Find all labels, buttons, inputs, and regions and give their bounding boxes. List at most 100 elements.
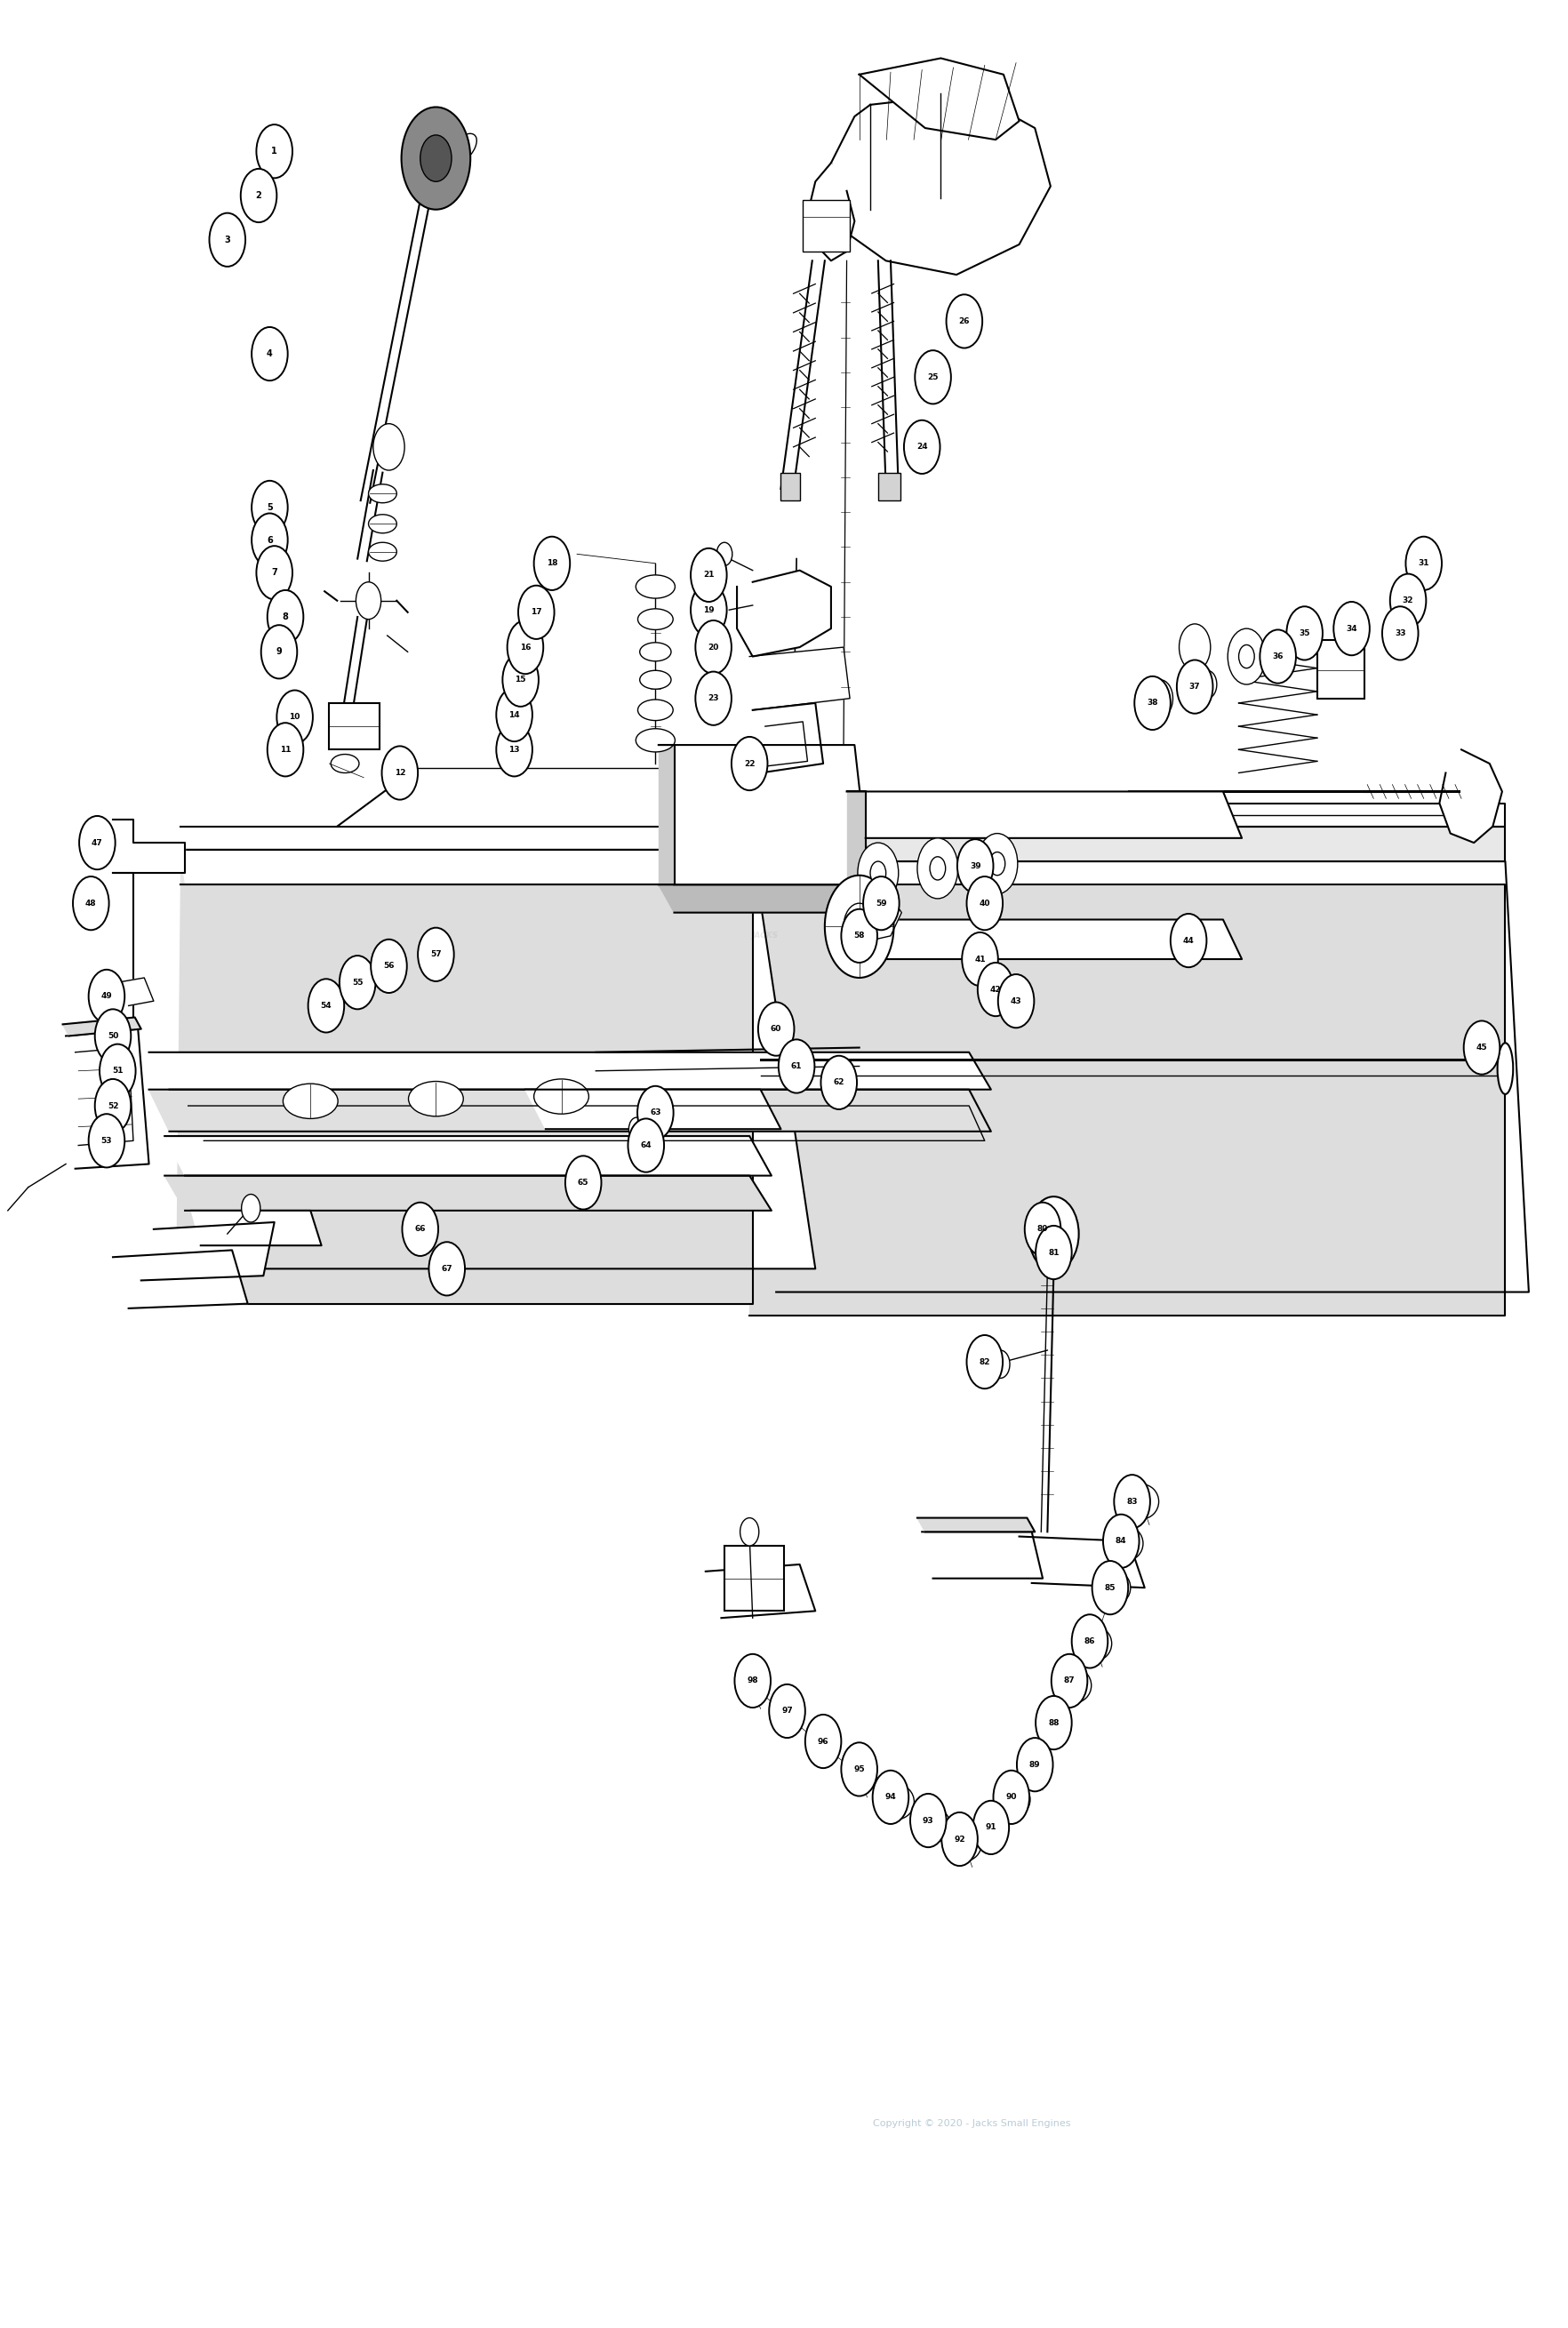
Circle shape [517, 584, 555, 638]
Polygon shape [149, 1052, 991, 1090]
Text: 35: 35 [1298, 629, 1311, 638]
Text: 84: 84 [1115, 1536, 1127, 1546]
Text: 39: 39 [969, 861, 982, 871]
Text: 59: 59 [875, 899, 887, 908]
Text: 55: 55 [351, 978, 364, 987]
Text: 96: 96 [817, 1737, 829, 1746]
Polygon shape [63, 1017, 141, 1036]
Circle shape [241, 1194, 260, 1222]
Text: 15: 15 [514, 675, 527, 684]
Polygon shape [737, 570, 831, 656]
Circle shape [508, 619, 543, 675]
Circle shape [825, 875, 894, 978]
Polygon shape [847, 792, 1242, 838]
Ellipse shape [974, 1816, 1008, 1848]
Text: 32: 32 [1402, 596, 1414, 605]
FancyBboxPatch shape [329, 703, 379, 750]
Text: 62: 62 [833, 1078, 845, 1087]
Circle shape [564, 1155, 601, 1211]
Text: 36: 36 [1272, 652, 1284, 661]
Circle shape [966, 1334, 1004, 1387]
Text: 44: 44 [1182, 936, 1195, 945]
Text: 3: 3 [224, 235, 230, 244]
Polygon shape [113, 1250, 248, 1308]
Circle shape [991, 1350, 1010, 1378]
Polygon shape [750, 885, 1505, 1315]
Ellipse shape [638, 608, 673, 629]
Polygon shape [922, 1532, 1043, 1578]
Polygon shape [750, 647, 850, 710]
Circle shape [840, 1741, 877, 1797]
Circle shape [637, 1085, 673, 1141]
Circle shape [276, 689, 312, 745]
Polygon shape [165, 1136, 771, 1176]
Ellipse shape [1109, 1527, 1143, 1560]
Circle shape [373, 424, 405, 470]
Circle shape [956, 838, 994, 892]
Ellipse shape [1077, 1625, 1112, 1662]
FancyBboxPatch shape [803, 200, 850, 251]
Text: 64: 64 [640, 1141, 652, 1150]
Text: 67: 67 [441, 1264, 453, 1273]
Ellipse shape [996, 1783, 1030, 1816]
Circle shape [731, 736, 767, 789]
Text: 33: 33 [1394, 629, 1406, 638]
Polygon shape [659, 745, 674, 885]
Circle shape [822, 1055, 856, 1108]
Text: 66: 66 [414, 1225, 426, 1234]
Text: 90: 90 [1005, 1793, 1018, 1802]
Text: 49: 49 [100, 992, 113, 1001]
Polygon shape [113, 819, 185, 873]
Ellipse shape [368, 514, 397, 533]
Ellipse shape [1497, 1043, 1513, 1094]
Ellipse shape [640, 670, 671, 689]
Circle shape [909, 1793, 946, 1848]
Polygon shape [118, 978, 154, 1006]
Circle shape [1381, 605, 1417, 661]
Circle shape [862, 875, 898, 929]
Text: 40: 40 [978, 899, 991, 908]
Circle shape [1134, 675, 1170, 731]
Circle shape [966, 875, 1004, 929]
Text: 16: 16 [519, 643, 532, 652]
Circle shape [502, 652, 538, 708]
Text: 65: 65 [577, 1178, 590, 1187]
Circle shape [1029, 1197, 1079, 1271]
Text: 13: 13 [508, 745, 521, 754]
Circle shape [1286, 605, 1322, 661]
Text: 85: 85 [1104, 1583, 1116, 1592]
Circle shape [267, 722, 303, 778]
Circle shape [840, 908, 877, 964]
Polygon shape [180, 850, 815, 1269]
Text: 41: 41 [974, 954, 986, 964]
Text: 56: 56 [383, 961, 395, 971]
Polygon shape [831, 93, 1051, 275]
FancyBboxPatch shape [781, 473, 800, 501]
Text: 86: 86 [1083, 1637, 1096, 1646]
Ellipse shape [638, 698, 673, 722]
Text: JACKS: JACKS [751, 931, 779, 941]
Text: 38: 38 [1146, 698, 1159, 708]
Circle shape [370, 938, 406, 992]
Ellipse shape [947, 1825, 982, 1862]
Ellipse shape [408, 1080, 464, 1115]
Text: 88: 88 [1047, 1718, 1060, 1727]
Polygon shape [525, 1090, 781, 1129]
Text: 45: 45 [1475, 1043, 1488, 1052]
Ellipse shape [770, 1699, 804, 1732]
Polygon shape [753, 703, 823, 773]
Ellipse shape [640, 643, 671, 661]
Text: 54: 54 [320, 1001, 332, 1010]
Text: 52: 52 [107, 1101, 119, 1110]
Text: 87: 87 [1063, 1676, 1076, 1685]
Text: 94: 94 [884, 1793, 897, 1802]
Circle shape [72, 875, 110, 929]
Polygon shape [149, 1090, 991, 1131]
Text: 5: 5 [267, 503, 273, 512]
Circle shape [401, 107, 470, 210]
Circle shape [88, 968, 125, 1024]
Text: 93: 93 [922, 1816, 935, 1825]
Ellipse shape [1057, 1667, 1091, 1704]
Text: Copyright © 2020 - Jacks Small Engines: Copyright © 2020 - Jacks Small Engines [873, 2118, 1071, 2128]
Text: 81: 81 [1047, 1248, 1060, 1257]
